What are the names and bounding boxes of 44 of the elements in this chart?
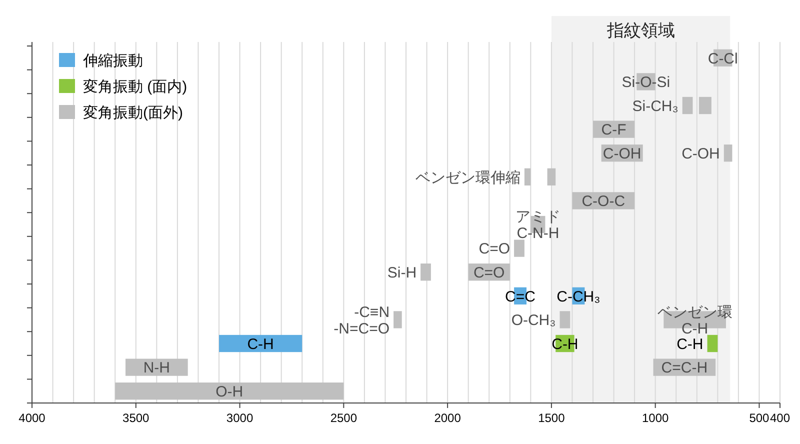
bar — [219, 334, 302, 352]
data-label: C-H — [247, 336, 274, 353]
bar — [420, 264, 431, 281]
x-tick-label: 1000 — [642, 411, 670, 425]
data-label: C-H — [676, 336, 704, 353]
data-label: C=O — [478, 240, 510, 258]
legend-label: 伸縮振動 — [82, 52, 143, 70]
data-label: C-OH — [602, 146, 642, 162]
bar — [707, 334, 718, 352]
data-label: Si-H — [387, 264, 417, 282]
x-tick-label: 2000 — [434, 411, 462, 425]
bar — [514, 240, 524, 257]
bar — [524, 168, 531, 186]
data-label: C-F — [601, 122, 626, 139]
x-tick-label: 1500 — [538, 411, 566, 425]
data-label: C-O-C — [582, 193, 626, 210]
bar — [126, 358, 188, 376]
x-tick-label: 2500 — [330, 411, 358, 425]
x-tick-label: 3500 — [122, 411, 150, 425]
bar — [394, 311, 402, 328]
data-label: C=O — [473, 264, 505, 282]
bar — [698, 96, 712, 114]
bar — [724, 144, 732, 162]
legend-label: 変角振動(面外) — [83, 104, 183, 122]
data-label: O-H — [216, 384, 244, 400]
x-tick-label: 3000 — [226, 411, 254, 425]
data-label: ベンゼン環伸縮 — [415, 169, 520, 186]
x-tick-label: 500 — [749, 411, 770, 425]
data-label: C=C-H — [661, 360, 708, 377]
data-label: N-H — [143, 360, 170, 377]
bar — [115, 382, 344, 400]
legend-label: 変角振動 (面内) — [83, 78, 188, 96]
bar — [560, 311, 570, 328]
data-label: C-OH — [682, 146, 720, 162]
data-label: ベンゼン環 C-H — [657, 304, 732, 338]
bar — [547, 168, 556, 186]
data-label: Si-CH₃ — [632, 98, 678, 115]
data-label: O-CH₃ — [511, 312, 556, 330]
data-label: Si-O-Si — [622, 74, 670, 92]
x-tick-label: 400 — [770, 411, 790, 425]
data-label: -C≡N -N=C=O — [334, 304, 390, 338]
x-tick-label: 4000 — [18, 411, 46, 425]
band-label: 指紋領域 — [606, 21, 675, 40]
bar — [682, 96, 693, 114]
